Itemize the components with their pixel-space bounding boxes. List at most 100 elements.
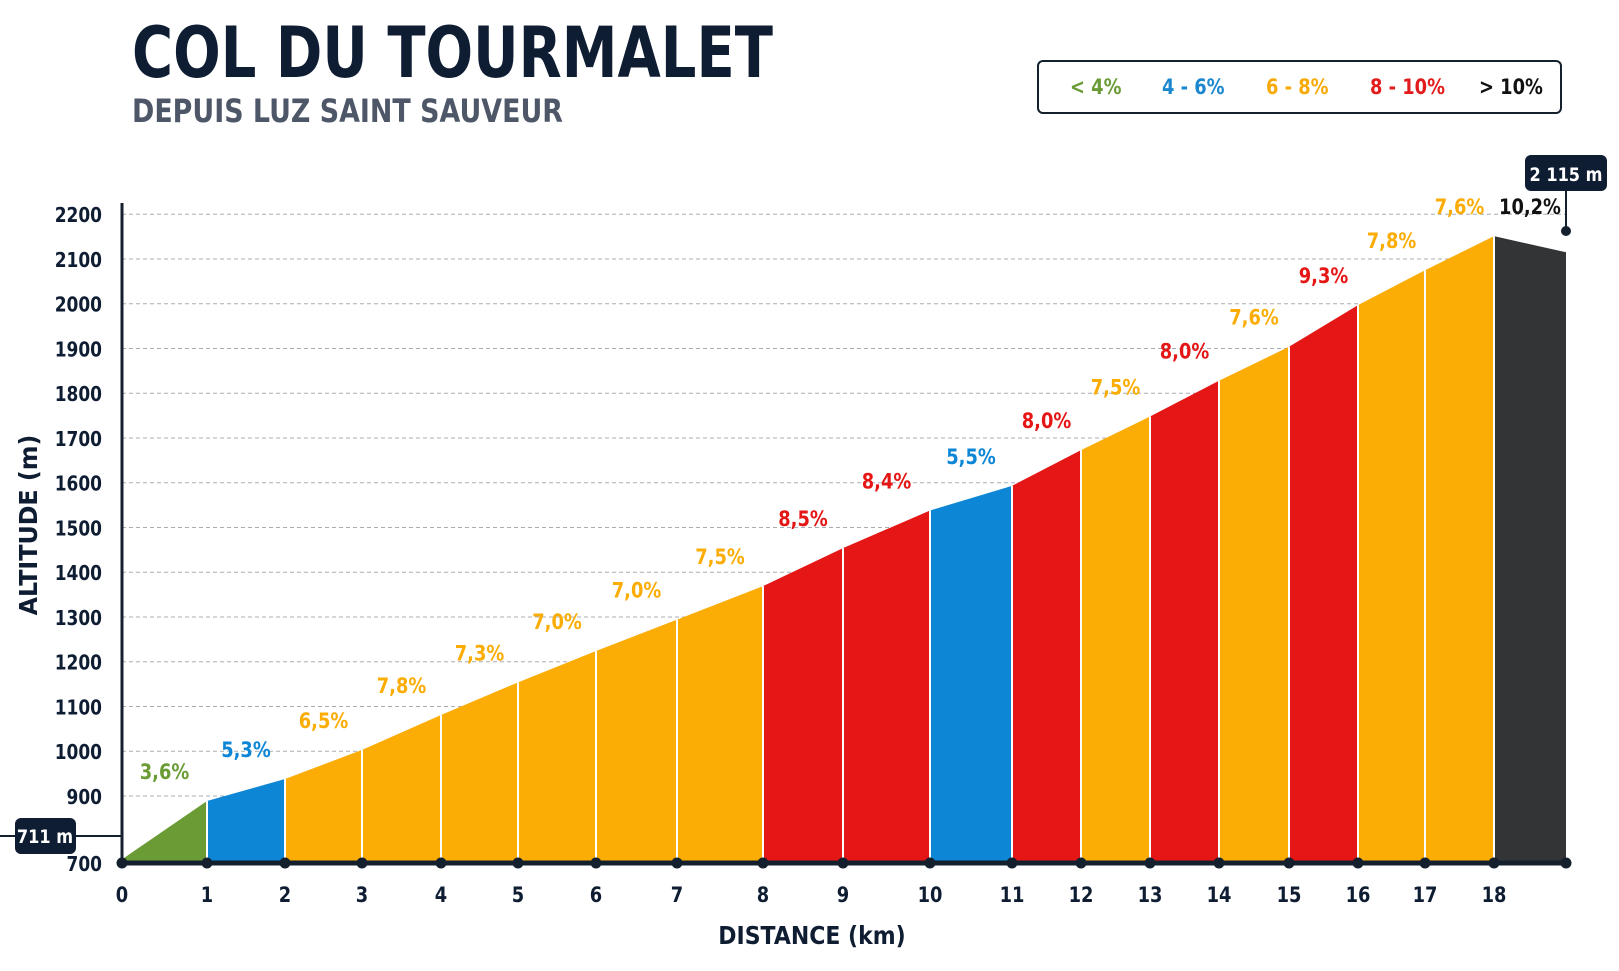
x-tick-dot <box>590 857 602 869</box>
grade-label: 8,0% <box>1022 409 1071 434</box>
profile-segments <box>122 236 1566 862</box>
x-tick-label: 6 <box>590 883 602 908</box>
grade-label: 7,3% <box>455 641 504 666</box>
x-tick-labels: 0 1 2 3 4 5 6 7 8 9 10 11 12 13 14 15 16 17 18 <box>116 857 1572 908</box>
page-subtitle: DEPUIS LUZ SAINT SAUVEUR <box>132 92 563 130</box>
profile-segment <box>1219 346 1289 862</box>
x-tick-dot <box>924 857 936 869</box>
x-tick-dot <box>837 857 849 869</box>
y-tick-label: 700 <box>67 854 103 877</box>
y-tick-label: 1300 <box>55 608 102 631</box>
x-tick-dot <box>201 857 213 869</box>
grade-label: 10,2% <box>1499 195 1561 220</box>
grade-label: 5,3% <box>221 738 270 763</box>
grade-label: 7,5% <box>1091 375 1140 400</box>
grade-label: 6,5% <box>299 709 348 734</box>
y-tick-label: 1800 <box>55 384 102 407</box>
x-tick-dot <box>435 857 447 869</box>
y-axis-label: ALTITUDE (m) <box>13 435 43 616</box>
profile-segment <box>285 749 362 861</box>
start-altitude-badge <box>15 818 76 854</box>
grade-label: 7,0% <box>532 610 581 635</box>
x-tick-dot <box>1006 857 1018 869</box>
grade-labels: 3,6% 5,3% 6,5% 7,8% 7,3% 7,0% 7,0% 7,5% 8,5% 8,4%… <box>140 195 1561 785</box>
legend-item-6-8: 6 - 8% <box>1266 75 1329 99</box>
x-tick-label: 5 <box>512 883 524 908</box>
x-tick-label: 8 <box>757 883 769 908</box>
x-tick-dot <box>512 857 524 869</box>
y-tick-label: 1500 <box>55 518 102 541</box>
summit-altitude-marker: 2 115 m <box>1525 155 1607 236</box>
x-tick-label: 13 <box>1138 883 1163 908</box>
profile-segment <box>1358 270 1425 861</box>
y-tick-label: 1000 <box>55 742 102 765</box>
x-tick-label: 3 <box>356 883 368 908</box>
profile-segment <box>677 586 763 861</box>
summit-altitude-badge <box>1525 155 1607 191</box>
x-tick-dot <box>671 857 683 869</box>
x-tick-dot <box>1283 857 1295 869</box>
x-tick-dot <box>757 857 769 869</box>
profile-segment <box>1289 305 1358 861</box>
grade-label: 7,8% <box>1367 229 1416 254</box>
profile-segment <box>122 801 207 861</box>
x-tick-label: 16 <box>1346 883 1371 908</box>
y-tick-label: 2000 <box>55 295 102 318</box>
x-tick-dot <box>1488 857 1500 869</box>
x-tick-dot <box>116 857 128 869</box>
profile-segment <box>1425 236 1494 862</box>
y-tick-label: 1900 <box>55 339 102 362</box>
x-tick-dot <box>1352 857 1364 869</box>
x-tick-label: 15 <box>1277 883 1302 908</box>
y-tick-label: 2100 <box>55 250 102 273</box>
grade-label: 7,8% <box>377 674 426 699</box>
profile-segment <box>362 715 441 861</box>
profile-segment <box>1494 236 1566 862</box>
grade-label: 7,5% <box>695 545 744 570</box>
grade-label: 8,5% <box>778 507 827 532</box>
y-tick-label: 1400 <box>55 563 102 586</box>
profile-segment <box>518 651 596 861</box>
grade-label: 8,4% <box>862 469 911 494</box>
y-tick-label: 1700 <box>55 429 102 452</box>
grade-label: 9,3% <box>1299 264 1348 289</box>
profile-segment <box>930 485 1012 861</box>
grade-label: 7,6% <box>1435 195 1484 220</box>
grade-label: 8,0% <box>1160 339 1209 364</box>
x-tick-label: 9 <box>837 883 849 908</box>
legend-item-8-10: 8 - 10% <box>1370 75 1445 99</box>
x-tick-label: 18 <box>1482 883 1507 908</box>
grade-label: 3,6% <box>140 760 189 785</box>
x-axis-end-dot <box>1560 857 1572 869</box>
x-tick-dot <box>1144 857 1156 869</box>
start-altitude-label: 711 m <box>17 827 73 849</box>
x-tick-label: 4 <box>435 883 447 908</box>
x-tick-dot <box>356 857 368 869</box>
page-title: COL DU TOURMALET <box>132 12 773 94</box>
x-tick-label: 12 <box>1069 883 1094 908</box>
legend-item-4-6: 4 - 6% <box>1162 75 1225 99</box>
legend-item-lt4: < 4% <box>1070 75 1122 99</box>
y-tick-label: 900 <box>67 787 103 810</box>
x-tick-dot <box>279 857 291 869</box>
profile-segment <box>596 619 677 861</box>
x-tick-label: 14 <box>1207 883 1232 908</box>
x-tick-label: 17 <box>1413 883 1438 908</box>
grade-label: 7,6% <box>1229 305 1278 330</box>
x-tick-dot <box>1075 857 1087 869</box>
x-axis-label: DISTANCE (km) <box>718 921 905 951</box>
grade-label: 5,5% <box>946 444 995 469</box>
profile-segment <box>763 548 843 861</box>
start-altitude-marker: 711 m <box>0 818 122 854</box>
summit-altitude-label: 2 115 m <box>1529 165 1602 187</box>
profile-segment <box>1081 416 1150 861</box>
x-tick-label: 10 <box>918 883 943 908</box>
legend: < 4% 4 - 6% 6 - 8% 8 - 10% > 10% <box>1037 60 1562 114</box>
x-tick-dot <box>1213 857 1225 869</box>
y-tick-label: 1600 <box>55 474 102 497</box>
x-tick-label: 1 <box>201 883 213 908</box>
profile-segment <box>1012 450 1081 861</box>
y-tick-label: 1100 <box>55 697 102 720</box>
y-tick-label: 1200 <box>55 653 102 676</box>
